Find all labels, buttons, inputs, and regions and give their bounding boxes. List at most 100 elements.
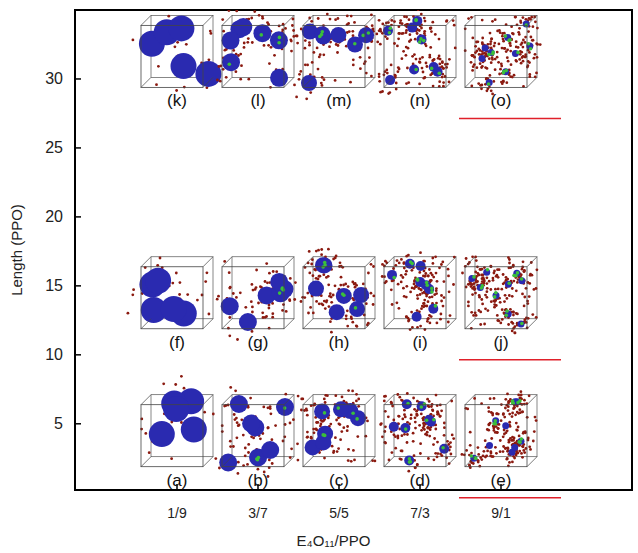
chain-bead — [531, 313, 534, 316]
chain-bead — [495, 452, 498, 455]
chain-bead — [421, 56, 424, 59]
chain-bead — [478, 294, 481, 297]
chain-bead — [308, 44, 311, 47]
micelle-core — [253, 24, 271, 42]
chain-bead — [309, 306, 312, 309]
chain-bead — [339, 423, 342, 426]
chain-bead — [394, 264, 397, 267]
chain-bead — [405, 31, 408, 34]
box-edge — [394, 15, 456, 77]
chain-bead — [403, 262, 406, 265]
chain-bead — [395, 88, 398, 91]
chain-bead — [312, 428, 315, 431]
box-edge — [384, 319, 394, 329]
chain-bead — [219, 80, 222, 83]
box-edge — [394, 257, 456, 319]
chain-bead — [394, 435, 397, 438]
chain-bead — [483, 280, 486, 283]
chain-bead — [428, 405, 431, 408]
chain-bead — [379, 43, 382, 46]
panel-label: (d) — [410, 471, 431, 490]
chain-bead — [481, 19, 484, 22]
chain-bead — [478, 53, 481, 56]
chain-bead — [483, 52, 486, 55]
chain-bead — [516, 429, 519, 432]
chain-bead — [518, 27, 521, 30]
bead-green — [516, 51, 520, 55]
micelle-core — [400, 423, 410, 433]
chain-bead — [218, 467, 221, 470]
chain-bead — [489, 32, 492, 35]
chain-bead — [481, 277, 484, 280]
chain-bead — [400, 258, 403, 261]
box-edge — [232, 257, 294, 319]
micelle-core — [512, 50, 519, 57]
chain-bead — [399, 22, 402, 25]
chain-bead — [484, 307, 487, 310]
box-edge — [465, 395, 475, 405]
chain-bead — [322, 53, 325, 56]
micelle-core — [161, 296, 187, 322]
chain-bead — [502, 445, 505, 448]
chain-bead — [324, 401, 327, 404]
chain-bead — [493, 397, 496, 400]
chain-bead — [367, 272, 370, 275]
chain-bead — [268, 307, 271, 310]
chain-bead — [431, 274, 434, 277]
chain-bead — [478, 309, 481, 312]
chain-bead — [517, 394, 520, 397]
box-edge — [384, 395, 394, 405]
chain-bead — [488, 57, 491, 60]
chain-bead — [372, 265, 375, 268]
y-tick — [75, 78, 81, 80]
bead-green — [518, 399, 522, 403]
box-edge — [203, 15, 213, 25]
micelle-core — [502, 68, 509, 75]
chain-bead — [268, 272, 271, 275]
box-edge — [527, 457, 537, 467]
chain-bead — [357, 405, 360, 408]
micelle-core — [505, 281, 512, 288]
chain-bead — [318, 302, 321, 305]
chain-bead — [235, 10, 238, 12]
chain-bead — [259, 285, 262, 288]
micelle-core — [385, 75, 395, 85]
chain-bead — [227, 327, 230, 330]
bead-green — [255, 457, 259, 461]
chain-bead — [530, 36, 533, 39]
chain-bead — [289, 38, 292, 41]
chain-bead — [413, 287, 416, 290]
chain-bead — [494, 446, 497, 449]
chain-bead — [419, 57, 422, 60]
bead-green — [410, 262, 414, 266]
chain-bead — [308, 272, 311, 275]
chain-bead — [306, 431, 309, 434]
chain-bead — [515, 46, 518, 49]
chain-bead — [498, 43, 501, 46]
chain-bead — [493, 303, 496, 306]
chain-bead — [532, 440, 535, 443]
chain-bead — [156, 264, 159, 267]
chain-bead — [393, 42, 396, 45]
chain-bead — [429, 27, 432, 30]
chain-bead — [229, 386, 232, 389]
chain-bead — [267, 426, 270, 429]
chain-bead — [332, 450, 335, 453]
box-edge — [446, 257, 456, 267]
chain-bead — [288, 299, 291, 302]
chain-bead — [267, 406, 270, 409]
bead-green — [351, 412, 355, 416]
box-edge — [303, 267, 365, 329]
micelle-core — [234, 18, 252, 36]
box-edge — [465, 319, 475, 329]
chain-bead — [501, 35, 504, 38]
chain-bead — [413, 408, 416, 411]
chain-bead — [450, 453, 453, 456]
box-edge — [394, 395, 456, 457]
box-edge — [446, 457, 456, 467]
panel-label: (b) — [248, 471, 269, 490]
box-edge — [384, 25, 446, 87]
chain-bead — [503, 416, 506, 419]
chain-bead — [300, 300, 303, 303]
chain-bead — [284, 393, 287, 396]
